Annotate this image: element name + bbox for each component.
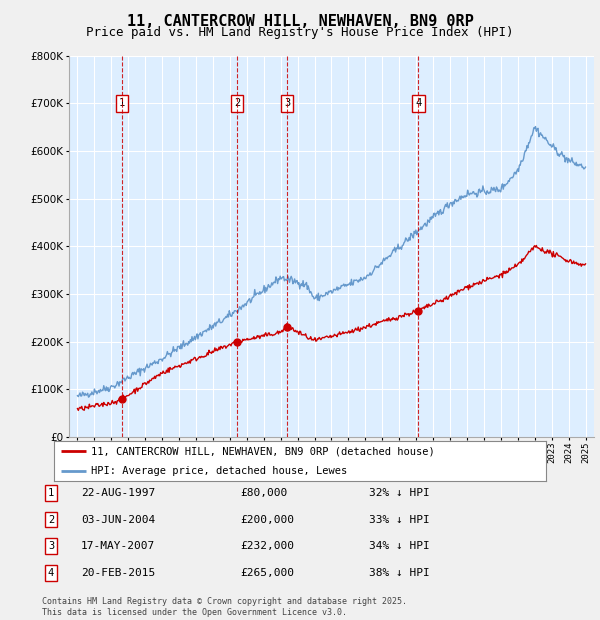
Text: HPI: Average price, detached house, Lewes: HPI: Average price, detached house, Lewe… [91, 466, 347, 476]
Text: 2: 2 [48, 515, 54, 525]
Text: 4: 4 [415, 99, 422, 108]
Text: Price paid vs. HM Land Registry's House Price Index (HPI): Price paid vs. HM Land Registry's House … [86, 26, 514, 39]
Text: 3: 3 [284, 99, 290, 108]
Text: 2: 2 [234, 99, 240, 108]
Text: 4: 4 [48, 568, 54, 578]
Text: 11, CANTERCROW HILL, NEWHAVEN, BN9 0RP: 11, CANTERCROW HILL, NEWHAVEN, BN9 0RP [127, 14, 473, 29]
Text: £80,000: £80,000 [240, 488, 287, 498]
Text: 38% ↓ HPI: 38% ↓ HPI [369, 568, 430, 578]
Text: 22-AUG-1997: 22-AUG-1997 [81, 488, 155, 498]
Text: £265,000: £265,000 [240, 568, 294, 578]
Text: 3: 3 [48, 541, 54, 551]
Text: 32% ↓ HPI: 32% ↓ HPI [369, 488, 430, 498]
Text: 03-JUN-2004: 03-JUN-2004 [81, 515, 155, 525]
Text: 33% ↓ HPI: 33% ↓ HPI [369, 515, 430, 525]
Text: Contains HM Land Registry data © Crown copyright and database right 2025.
This d: Contains HM Land Registry data © Crown c… [42, 598, 407, 617]
Text: 1: 1 [48, 488, 54, 498]
Text: 34% ↓ HPI: 34% ↓ HPI [369, 541, 430, 551]
Text: 11, CANTERCROW HILL, NEWHAVEN, BN9 0RP (detached house): 11, CANTERCROW HILL, NEWHAVEN, BN9 0RP (… [91, 446, 434, 456]
Text: 1: 1 [119, 99, 125, 108]
Text: £200,000: £200,000 [240, 515, 294, 525]
Text: 20-FEB-2015: 20-FEB-2015 [81, 568, 155, 578]
Text: 17-MAY-2007: 17-MAY-2007 [81, 541, 155, 551]
Text: £232,000: £232,000 [240, 541, 294, 551]
